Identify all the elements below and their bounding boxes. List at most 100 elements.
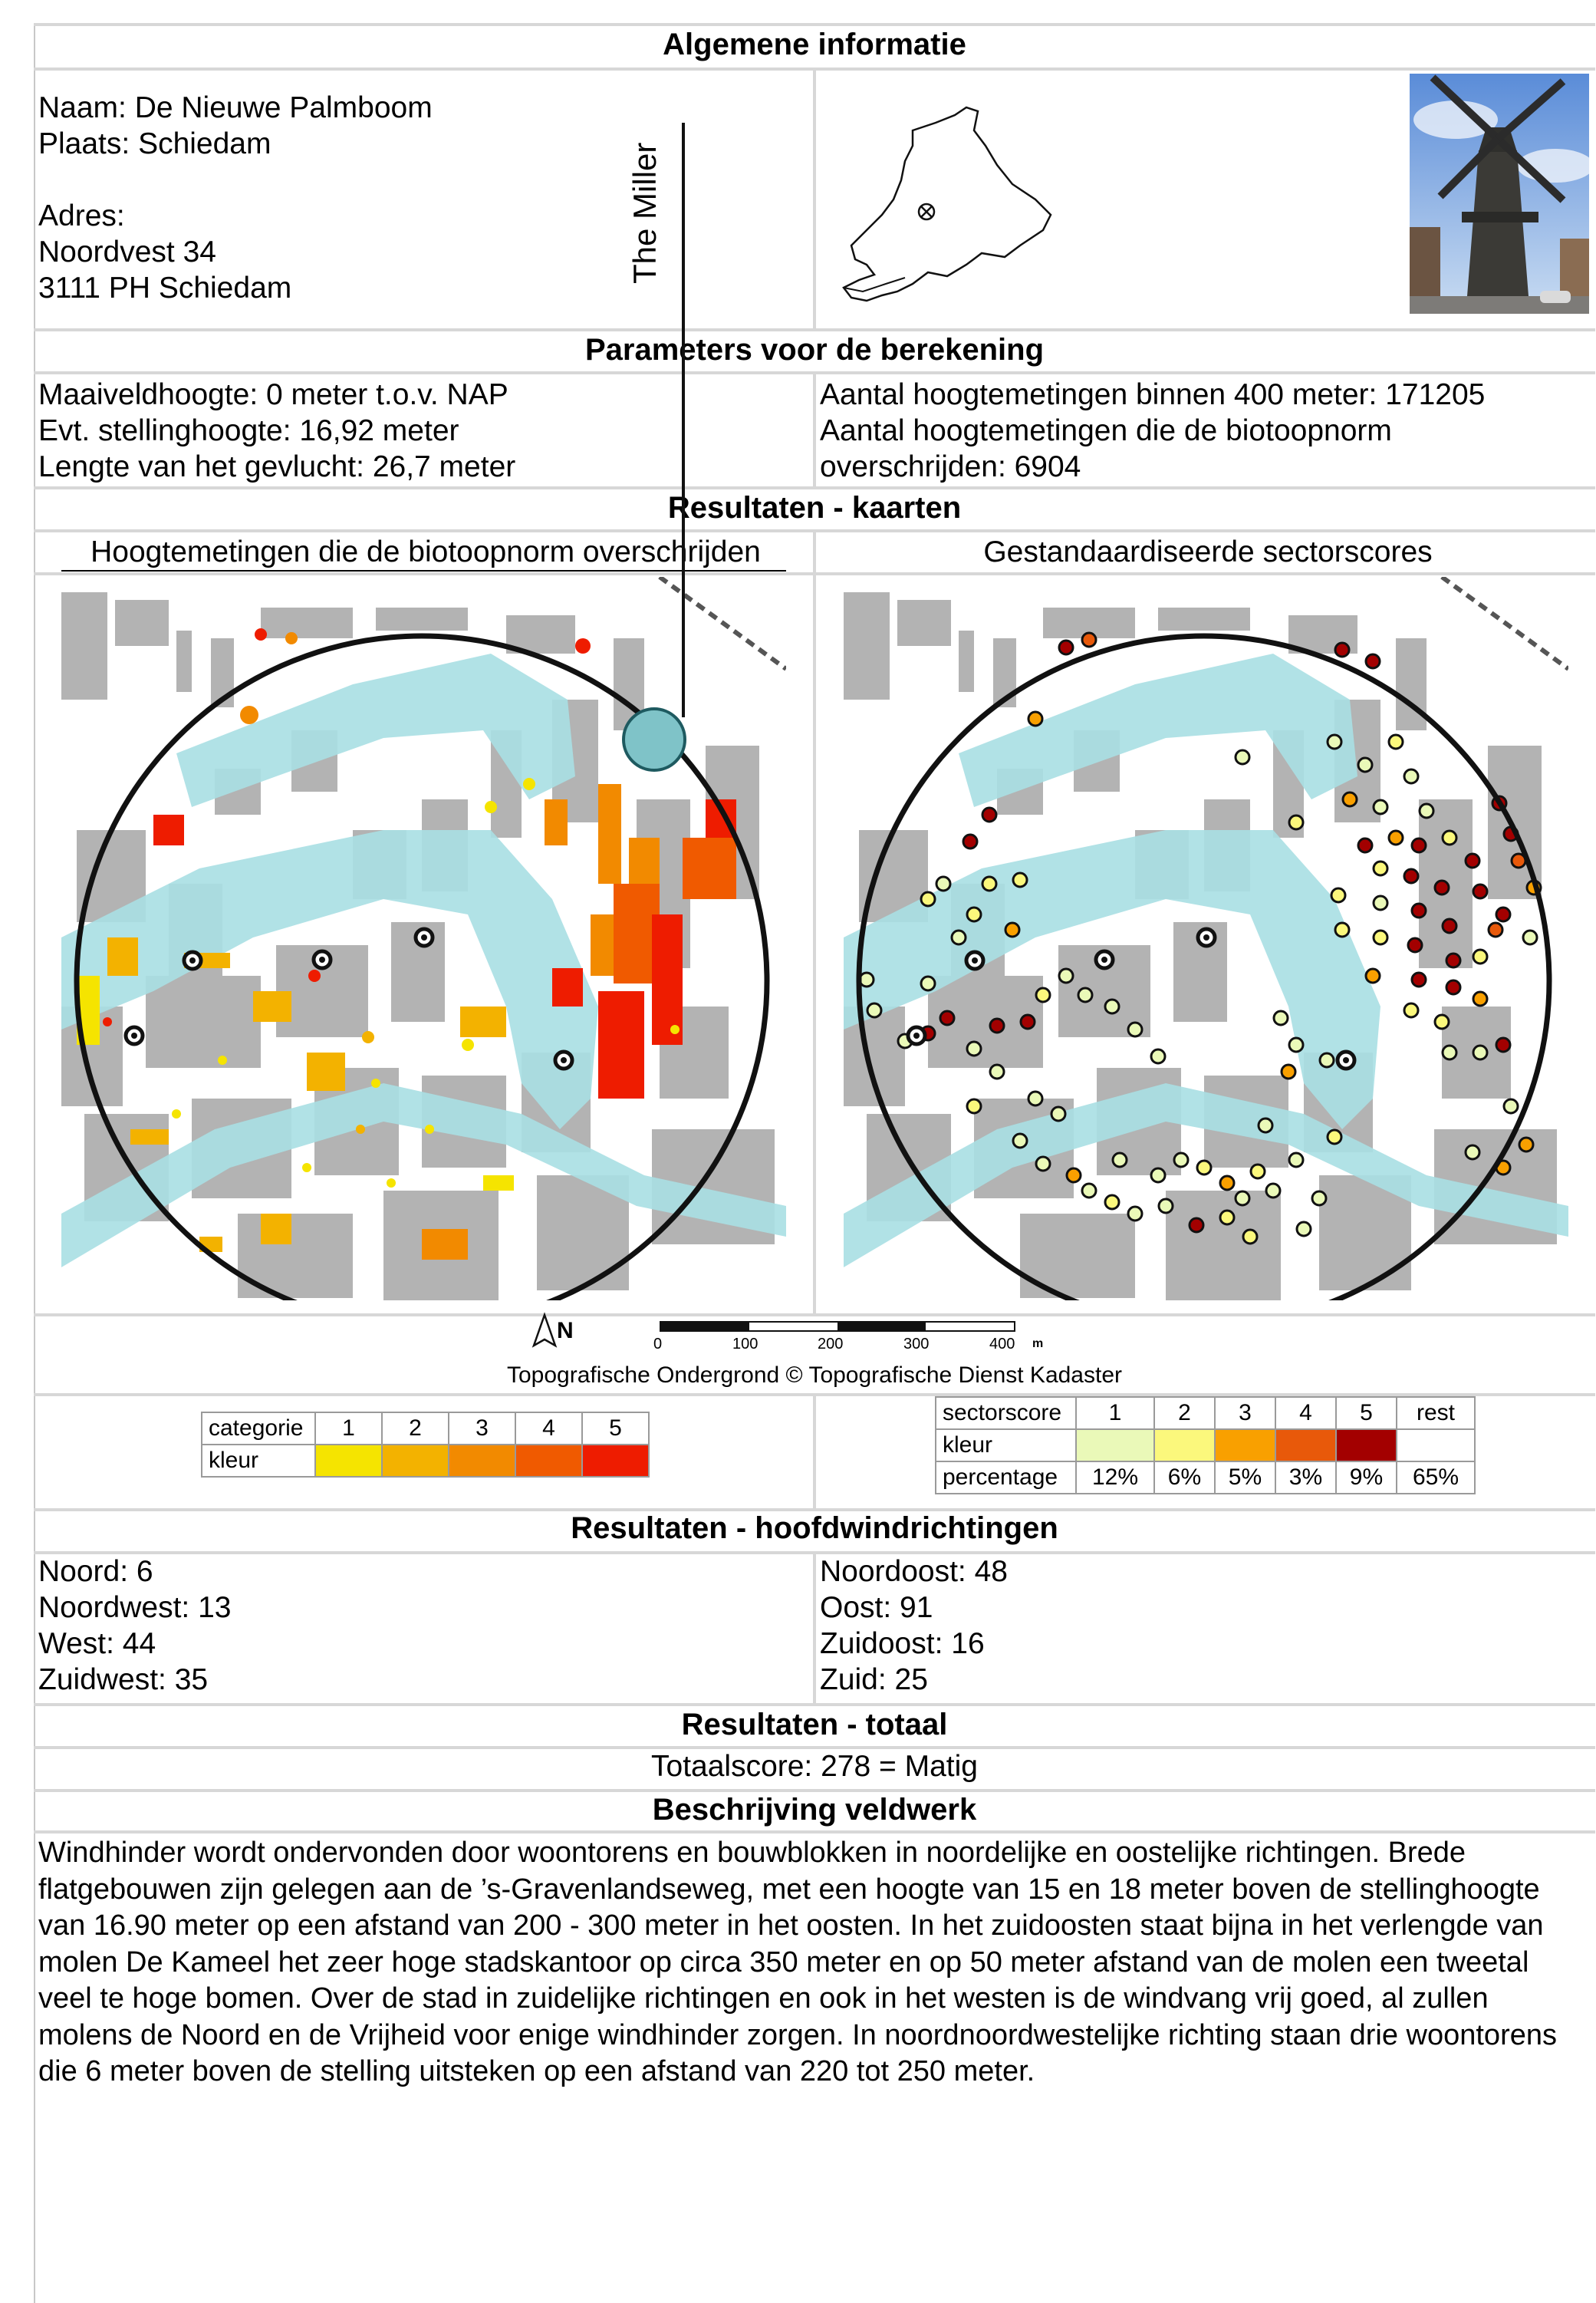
sector-score-legend: sectorscore 1 2 3 4 5 rest kleur percent… bbox=[935, 1396, 1476, 1494]
divider bbox=[34, 328, 1595, 331]
legend-score: 4 bbox=[1274, 1396, 1337, 1430]
legend-percentage: 65% bbox=[1395, 1461, 1476, 1494]
section-header-wind: Resultaten - hoofdwindrichtingen bbox=[571, 1511, 1058, 1545]
sector-score-map bbox=[844, 577, 1568, 1300]
total-score: Totaalscore: 278 = Matig bbox=[651, 1750, 978, 1783]
legend-color-swatch bbox=[1075, 1428, 1155, 1462]
legend-color-swatch bbox=[448, 1444, 516, 1478]
wind-southeast: Zuidoost: 16 bbox=[820, 1627, 985, 1660]
section-header-maps: Resultaten - kaarten bbox=[667, 491, 962, 525]
legend-color-swatch bbox=[515, 1444, 583, 1478]
legend-category: 5 bbox=[581, 1412, 650, 1445]
legend-row-label: percentage bbox=[935, 1461, 1077, 1494]
scale-tick-400: 400 bbox=[989, 1336, 1015, 1352]
river-line bbox=[843, 277, 906, 293]
legend-score: 2 bbox=[1153, 1396, 1216, 1430]
canal-water-south bbox=[61, 1083, 786, 1267]
left-map-title: Hoogtemetingen die de biotoopnorm oversc… bbox=[90, 535, 761, 568]
canal-water-south bbox=[844, 1083, 1568, 1267]
legend-color-swatch bbox=[381, 1444, 449, 1478]
legend-row-label: kleur bbox=[935, 1428, 1077, 1462]
legend-color-swatch bbox=[1274, 1428, 1337, 1462]
section-header-general: Algemene informatie bbox=[663, 28, 966, 61]
legend-percentage: 6% bbox=[1153, 1461, 1216, 1494]
fieldwork-description: Windhinder wordt ondervonden door woonto… bbox=[38, 1837, 1557, 2087]
scale-tick-300: 300 bbox=[903, 1336, 930, 1352]
name-field: Naam: De Nieuwe Palmboom bbox=[38, 91, 433, 124]
legend-percentage: 5% bbox=[1213, 1461, 1276, 1494]
annotation-label: The Miller bbox=[627, 142, 663, 284]
column-divider bbox=[813, 1551, 816, 1703]
column-divider bbox=[813, 371, 816, 486]
railway-line bbox=[658, 577, 786, 671]
param-ground-level: Maaiveldhoogte: 0 meter t.o.v. NAP bbox=[38, 378, 508, 411]
legend-category: 2 bbox=[381, 1412, 449, 1445]
category-legend: categorie 1 2 3 4 5 kleur bbox=[201, 1412, 650, 1478]
railway-line bbox=[1440, 577, 1568, 671]
param-sail-length: Lengte van het gevlucht: 26,7 meter bbox=[38, 450, 516, 483]
wind-west: West: 44 bbox=[38, 1627, 156, 1660]
legend-percentage: 12% bbox=[1075, 1461, 1155, 1494]
address-label: Adres: bbox=[38, 199, 125, 232]
legend-color-swatch bbox=[1213, 1428, 1276, 1462]
divider bbox=[34, 486, 1595, 489]
north-label: N bbox=[557, 1318, 574, 1343]
legend-score: 1 bbox=[1075, 1396, 1155, 1430]
left-map-canvas bbox=[61, 577, 786, 1300]
place-field: Plaats: Schiedam bbox=[38, 127, 271, 160]
map-credit: Topografische Ondergrond © Topografische… bbox=[506, 1362, 1123, 1388]
scale-unit: m bbox=[1032, 1337, 1044, 1350]
param-exceeding-line2: overschrijden: 6904 bbox=[820, 450, 1081, 483]
legend-score: rest bbox=[1395, 1396, 1476, 1430]
legend-category: 3 bbox=[448, 1412, 516, 1445]
address-postcode: 3111 PH Schiedam bbox=[38, 272, 292, 305]
annotation-line bbox=[682, 123, 685, 717]
legend-color-swatch bbox=[314, 1444, 383, 1478]
windmill-photo bbox=[1410, 74, 1589, 314]
radius-400m-circle bbox=[74, 633, 770, 1300]
divider bbox=[34, 1313, 1595, 1316]
wind-northeast: Noordoost: 48 bbox=[820, 1555, 1008, 1588]
location-marker-icon bbox=[917, 203, 936, 221]
legend-row-label: categorie bbox=[201, 1412, 316, 1445]
divider bbox=[34, 1703, 1595, 1706]
harbour-water bbox=[959, 654, 1357, 807]
wind-northwest: Noordwest: 13 bbox=[38, 1591, 232, 1624]
legend-color-swatch bbox=[1334, 1428, 1397, 1462]
legend-percentage: 3% bbox=[1274, 1461, 1337, 1494]
legend-score: 3 bbox=[1213, 1396, 1276, 1430]
wind-north: Noord: 6 bbox=[38, 1555, 153, 1588]
param-exceeding-line1: Aantal hoogtemetingen die de biotoopnorm bbox=[820, 414, 1392, 447]
column-divider bbox=[813, 1393, 816, 1508]
legend-row-label: sectorscore bbox=[935, 1396, 1077, 1430]
legend-category: 4 bbox=[515, 1412, 583, 1445]
report-page bbox=[34, 23, 1596, 2303]
wind-south: Zuid: 25 bbox=[820, 1663, 928, 1696]
section-header-fieldwork: Beschrijving veldwerk bbox=[652, 1793, 977, 1827]
other-mill-markers bbox=[123, 927, 574, 1071]
radius-400m-circle bbox=[856, 633, 1552, 1300]
other-mill-markers bbox=[906, 927, 1357, 1071]
province-outline bbox=[842, 106, 1052, 302]
scale-tick-200: 200 bbox=[818, 1336, 844, 1352]
address-street: Noordvest 34 bbox=[38, 236, 216, 269]
section-header-total: Resultaten - totaal bbox=[681, 1708, 948, 1741]
location-map bbox=[842, 106, 1052, 302]
location-cross bbox=[920, 206, 933, 218]
column-divider bbox=[813, 529, 816, 1313]
legend-color-swatch bbox=[1153, 1428, 1216, 1462]
height-exceedance-map bbox=[61, 577, 786, 1300]
param-stage-height: Evt. stellinghoogte: 16,92 meter bbox=[38, 414, 459, 447]
legend-color-swatch bbox=[1395, 1428, 1476, 1462]
right-map-canvas bbox=[844, 577, 1568, 1300]
divider bbox=[34, 23, 1595, 26]
divider bbox=[34, 1508, 1595, 1511]
exceedance-patches bbox=[77, 628, 736, 1260]
legend-category: 1 bbox=[314, 1412, 383, 1445]
legend-score: 5 bbox=[1334, 1396, 1397, 1430]
left-map-title-underline bbox=[61, 570, 786, 572]
scale-bar bbox=[660, 1321, 1015, 1332]
divider bbox=[34, 1830, 1595, 1834]
legend-color-swatch bbox=[581, 1444, 650, 1478]
param-measurements-count: Aantal hoogtemetingen binnen 400 meter: … bbox=[820, 378, 1486, 411]
